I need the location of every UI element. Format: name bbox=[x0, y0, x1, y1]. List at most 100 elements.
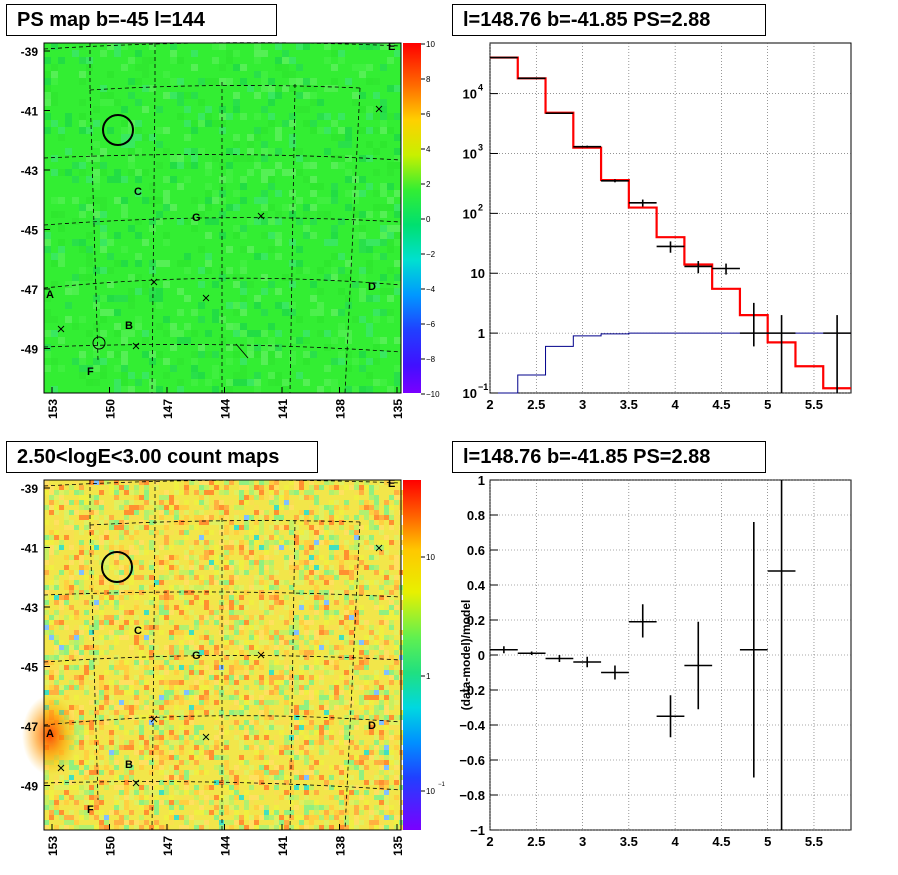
count-pixel bbox=[314, 730, 319, 735]
spectrum-y-tick-exponent: 2 bbox=[478, 202, 483, 212]
count-pixel bbox=[229, 675, 234, 680]
count-pixel bbox=[139, 705, 144, 710]
count-pixel bbox=[184, 715, 189, 720]
count-pixel bbox=[309, 815, 314, 820]
count-pixel bbox=[289, 520, 294, 525]
count-pixel bbox=[294, 555, 299, 560]
count-pixel bbox=[54, 775, 59, 780]
count-pixel bbox=[244, 675, 249, 680]
count-pixel bbox=[274, 775, 279, 780]
count-pixel bbox=[359, 650, 364, 655]
count-pixel bbox=[329, 570, 334, 575]
count-pixel bbox=[119, 670, 124, 675]
ps-pixel bbox=[240, 64, 247, 71]
count-pixel bbox=[249, 665, 254, 670]
count-pixel bbox=[224, 515, 229, 520]
count-pixel bbox=[219, 710, 224, 715]
count-pixel bbox=[299, 725, 304, 730]
count-pixel bbox=[354, 725, 359, 730]
ps-pixel bbox=[380, 120, 387, 127]
ps-pixel bbox=[233, 351, 240, 358]
ps-pixel bbox=[331, 85, 338, 92]
count-pixel bbox=[154, 480, 159, 485]
ps-pixel bbox=[79, 162, 86, 169]
count-pixel bbox=[389, 510, 394, 515]
count-pixel bbox=[394, 775, 399, 780]
ps-pixel bbox=[226, 50, 233, 57]
count-pixel bbox=[204, 585, 209, 590]
count-pixel bbox=[319, 685, 324, 690]
count-pixel bbox=[99, 815, 104, 820]
count-pixel bbox=[254, 725, 259, 730]
count-pixel bbox=[219, 695, 224, 700]
ps-label-a: A bbox=[46, 289, 54, 301]
count-pixel bbox=[249, 495, 254, 500]
count-pixel bbox=[274, 530, 279, 535]
count-pixel bbox=[64, 650, 69, 655]
count-pixel bbox=[369, 675, 374, 680]
count-pixel bbox=[369, 720, 374, 725]
ps-pixel bbox=[51, 169, 58, 176]
count-pixel bbox=[174, 555, 179, 560]
count-pixel bbox=[354, 600, 359, 605]
count-pixel bbox=[369, 780, 374, 785]
count-pixel bbox=[199, 615, 204, 620]
count-pixel bbox=[309, 510, 314, 515]
count-pixel bbox=[234, 615, 239, 620]
residual-title: l=148.76 b=-41.85 PS=2.88 bbox=[452, 441, 766, 473]
count-pixel bbox=[234, 530, 239, 535]
count-pixel bbox=[84, 730, 89, 735]
count-pixel bbox=[119, 500, 124, 505]
count-pixel bbox=[184, 780, 189, 785]
ps-pixel bbox=[198, 120, 205, 127]
count-pixel bbox=[129, 790, 134, 795]
count-pixel bbox=[319, 505, 324, 510]
count-pixel bbox=[174, 685, 179, 690]
count-pixel bbox=[154, 540, 159, 545]
count-pixel bbox=[94, 580, 99, 585]
count-pixel bbox=[274, 700, 279, 705]
count-pixel bbox=[294, 640, 299, 645]
count-pixel bbox=[299, 815, 304, 820]
ps-pixel bbox=[93, 183, 100, 190]
count-pixel bbox=[354, 580, 359, 585]
count-pixel bbox=[359, 490, 364, 495]
count-pixel bbox=[69, 510, 74, 515]
count-pixel bbox=[349, 755, 354, 760]
count-pixel bbox=[389, 635, 394, 640]
ps-pixel bbox=[394, 260, 401, 267]
count-pixel bbox=[384, 685, 389, 690]
count-pixel bbox=[239, 560, 244, 565]
count-pixel bbox=[189, 730, 194, 735]
ps-map-panel: E C G A D B F -39-41-43-45-47-49 153 150 1… bbox=[21, 40, 440, 419]
count-pixel bbox=[149, 520, 154, 525]
ps-pixel bbox=[149, 295, 156, 302]
count-pixel bbox=[394, 485, 399, 490]
count-pixel bbox=[299, 800, 304, 805]
count-pixel bbox=[174, 540, 179, 545]
ps-pixel bbox=[240, 183, 247, 190]
ps-map-y-tick-labels: -39-41-43-45-47-49 bbox=[21, 45, 50, 357]
count-pixel bbox=[224, 585, 229, 590]
ps-pixel bbox=[121, 246, 128, 253]
count-pixel bbox=[154, 645, 159, 650]
count-pixel bbox=[94, 510, 99, 515]
count-pixel bbox=[64, 530, 69, 535]
count-pixel bbox=[124, 625, 129, 630]
count-pixel bbox=[169, 570, 174, 575]
count-pixel bbox=[274, 750, 279, 755]
ps-pixel bbox=[177, 99, 184, 106]
count-pixel bbox=[284, 640, 289, 645]
count-pixel bbox=[344, 530, 349, 535]
count-pixel bbox=[329, 500, 334, 505]
count-pixel bbox=[89, 725, 94, 730]
count-pixel bbox=[384, 500, 389, 505]
count-pixel bbox=[254, 815, 259, 820]
ps-pixel bbox=[184, 260, 191, 267]
count-pixel bbox=[274, 550, 279, 555]
ps-pixel bbox=[100, 232, 107, 239]
count-pixel bbox=[354, 540, 359, 545]
count-pixel bbox=[279, 490, 284, 495]
count-pixel bbox=[59, 595, 64, 600]
cnt-label-d: D bbox=[368, 720, 376, 732]
